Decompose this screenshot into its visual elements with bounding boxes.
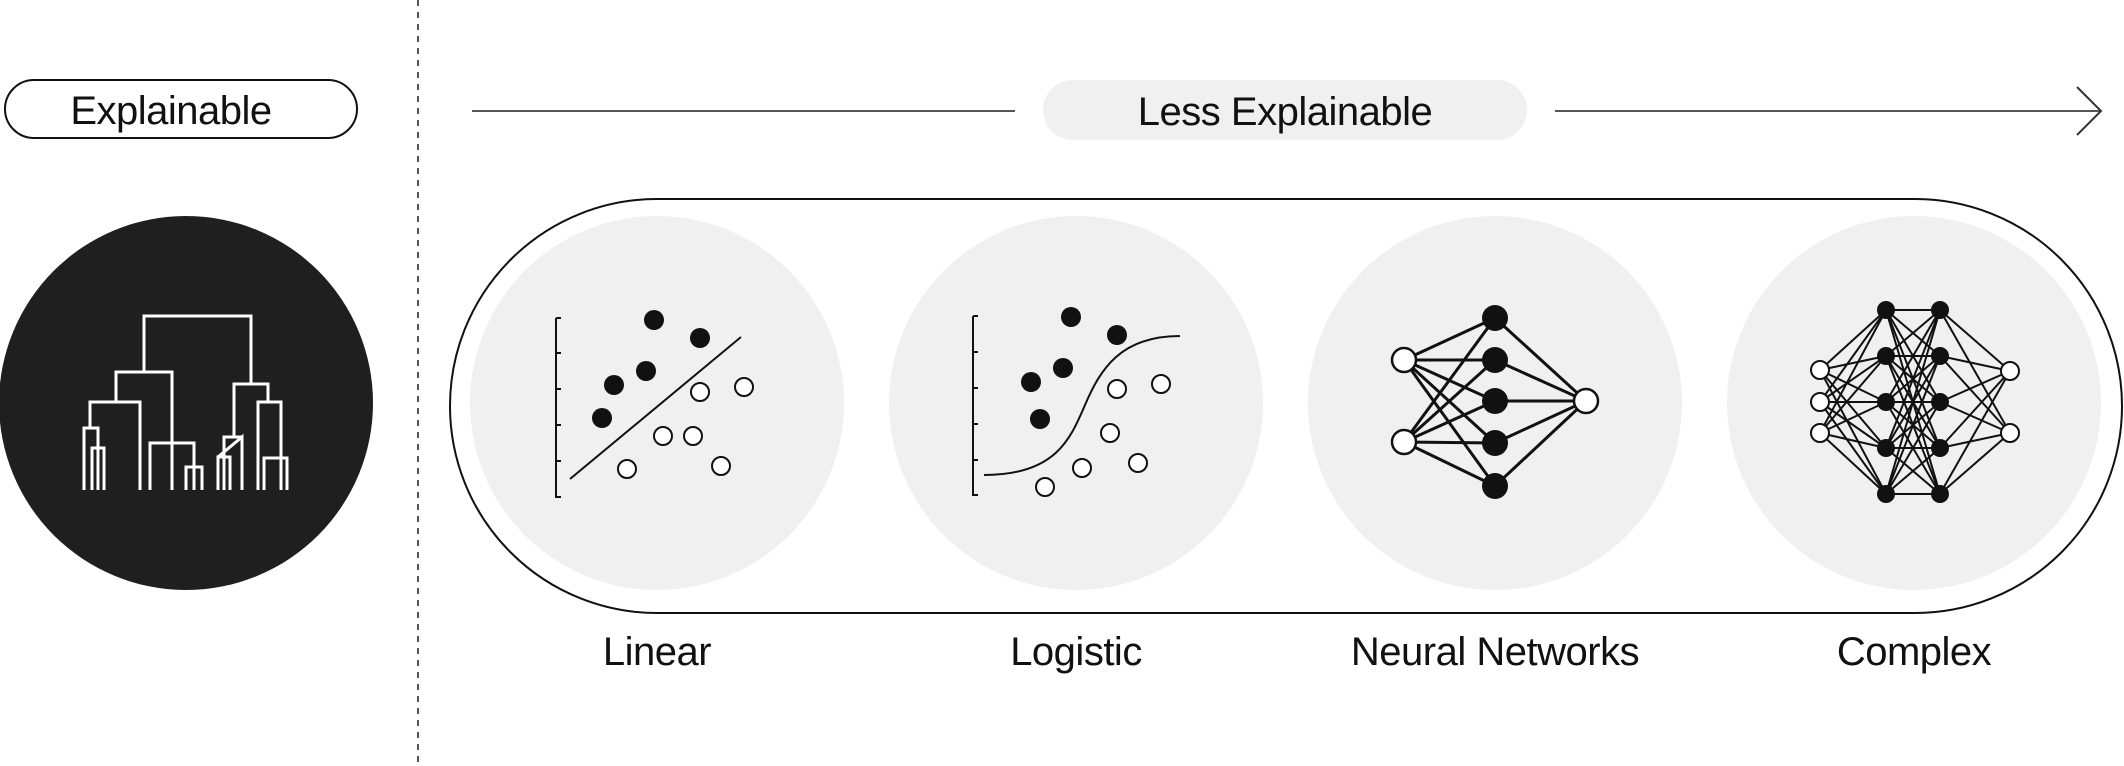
less-explainable-arrow — [472, 86, 2103, 136]
explainable-label: Explainable — [70, 89, 271, 133]
less-explainable-container — [449, 198, 2123, 614]
model-neural-networks — [1308, 216, 1682, 590]
explainable-pill: Explainable — [4, 79, 358, 139]
dendrogram-icon — [82, 314, 289, 490]
model-linear — [470, 216, 844, 590]
label-complex: Complex — [1837, 630, 1992, 674]
label-neural-networks: Neural Networks — [1351, 630, 1639, 674]
model-complex — [1727, 216, 2101, 590]
neural-network-icon — [1390, 305, 1600, 499]
less-explainable-pill: Less Explainable — [1043, 80, 1527, 140]
logistic-regression-icon — [972, 307, 1181, 497]
less-explainable-label: Less Explainable — [1138, 90, 1432, 134]
label-logistic: Logistic — [1010, 630, 1142, 674]
linear-regression-icon — [555, 310, 754, 498]
explainable-model-circle — [0, 216, 373, 590]
arrow-head-icon — [2076, 86, 2103, 136]
model-logistic — [889, 216, 1263, 590]
label-linear: Linear — [603, 630, 711, 674]
deep-neural-network-icon — [1810, 301, 2020, 503]
